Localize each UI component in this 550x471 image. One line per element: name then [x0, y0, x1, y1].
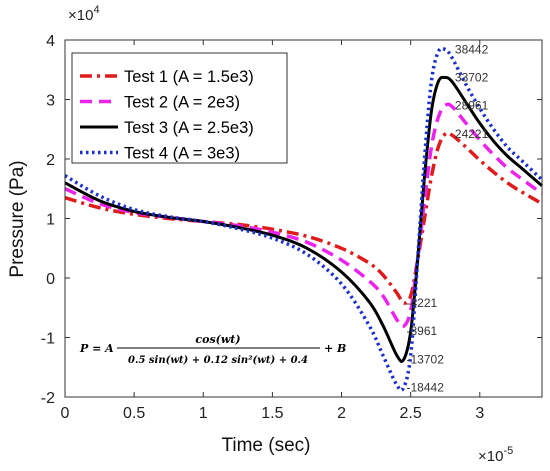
- series-layer: [64, 46, 544, 393]
- series-line-3: [64, 75, 543, 363]
- y-tick-label: -1: [41, 331, 55, 348]
- x-tick-label: 0: [61, 405, 70, 422]
- y-tick-label: -2: [41, 390, 55, 407]
- series-line-2: [64, 102, 544, 329]
- legend: Test 1 (A = 1.5e3) Test 2 (A = 2e3) Test 3…: [71, 52, 288, 164]
- x-exponent-power: -5: [503, 445, 513, 457]
- annotation-layer: 38442 33702 28961 24221 -4221 -8961 -13702 -184…: [407, 43, 489, 395]
- data-label-8: -18442: [407, 381, 445, 395]
- data-label-1: 38442: [455, 43, 489, 57]
- legend-label-2: Test 2 (A = 2e3): [124, 94, 240, 112]
- legend-items: Test 1 (A = 1.5e3) Test 2 (A = 2e3) Test 3…: [80, 68, 254, 163]
- formula-lhs: P = A: [79, 342, 114, 355]
- y-exponent-base: ×10: [68, 7, 93, 24]
- tick-layer: 0 0.5 1 1.5 2 2.5 3 -2 -1 0 1 2 3 4: [41, 33, 542, 422]
- formula: P = A cos(wt) 0.5 sin(wt) + 0.12 sin²(wt…: [79, 333, 346, 366]
- y-exponent-power: 4: [93, 4, 99, 16]
- y-tick-label: 3: [46, 93, 55, 110]
- x-tick-label: 0.5: [123, 405, 145, 422]
- data-label-5: -4221: [407, 296, 438, 310]
- y-axis-label: Pressure (Pa): [7, 160, 28, 277]
- y-tick-label: 0: [46, 271, 55, 288]
- y-tick-label: 1: [46, 212, 55, 229]
- data-label-6: -8961: [407, 324, 438, 338]
- x-tick-label: 1: [199, 405, 208, 422]
- legend-label-3: Test 3 (A = 2.5e3): [124, 119, 254, 137]
- formula-denominator: 0.5 sin(wt) + 0.12 sin²(wt) + 0.4: [128, 355, 308, 366]
- x-exponent-label: ×10-5: [478, 445, 513, 465]
- data-label-4: 24221: [455, 127, 489, 141]
- x-tick-label: 1.5: [261, 405, 283, 422]
- x-axis-label: Time (sec): [221, 435, 310, 456]
- formula-rhs: + B: [324, 342, 346, 355]
- legend-label-4: Test 4 (A = 3e3): [124, 145, 240, 163]
- formula-numerator: cos(wt): [195, 333, 240, 346]
- x-tick-label: 2: [337, 405, 346, 422]
- y-exponent-label: ×104: [68, 4, 100, 24]
- data-label-7: -13702: [407, 353, 445, 367]
- x-tick-label: 3: [475, 405, 484, 422]
- data-label-3: 28961: [455, 98, 489, 112]
- y-tick-label: 2: [46, 152, 55, 169]
- y-tick-label: 4: [46, 33, 55, 50]
- x-exponent-base: ×10: [478, 448, 503, 465]
- legend-label-1: Test 1 (A = 1.5e3): [124, 68, 254, 86]
- legend-box: [71, 52, 288, 164]
- data-label-2: 33702: [455, 71, 489, 85]
- x-tick-label: 2.5: [400, 405, 422, 422]
